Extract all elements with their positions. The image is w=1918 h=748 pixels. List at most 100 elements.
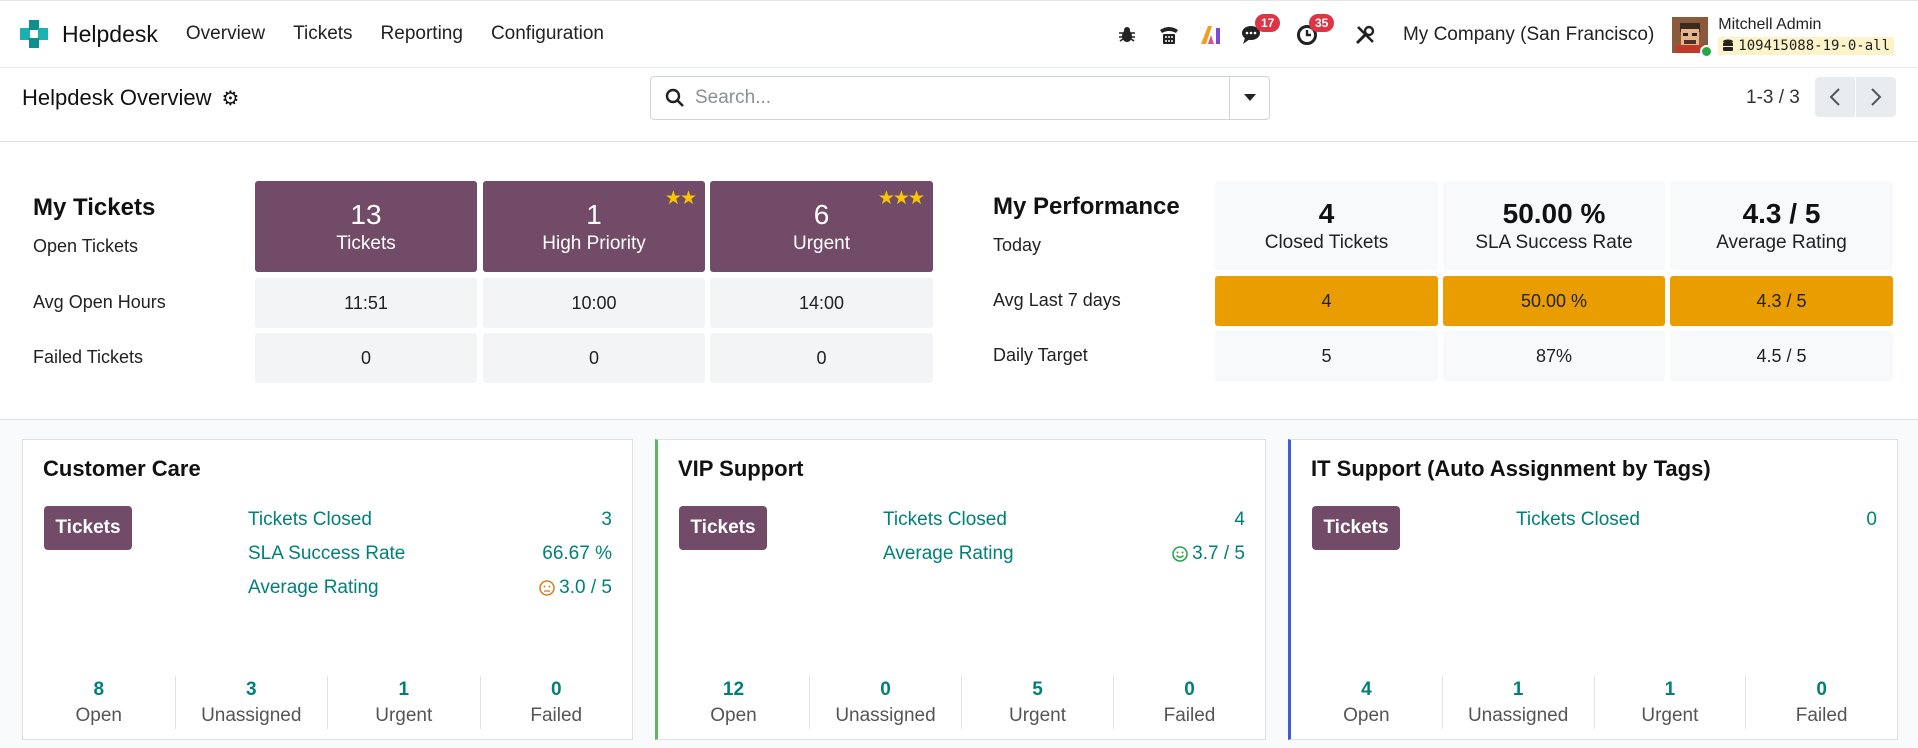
database-icon <box>1723 39 1734 51</box>
pager-next-button[interactable] <box>1856 77 1896 117</box>
metric-label-tickets-closed[interactable]: Tickets Closed <box>248 509 372 530</box>
metric-label-tickets-closed[interactable]: Tickets Closed <box>883 509 1007 530</box>
app-brand[interactable]: Helpdesk <box>18 18 158 50</box>
team-name[interactable]: VIP Support <box>678 456 804 481</box>
menu-item-tickets[interactable]: Tickets <box>293 23 353 44</box>
metric-label-tickets-closed[interactable]: Tickets Closed <box>1516 509 1640 530</box>
tickets-button[interactable]: Tickets <box>1312 506 1400 550</box>
stat-open[interactable]: 8 Open <box>23 676 176 729</box>
tickets-button[interactable]: Tickets <box>679 506 767 550</box>
stat-num: 8 <box>93 678 105 700</box>
my-tickets-high-priority-card[interactable]: ★★ 1 High Priority <box>483 181 705 272</box>
chevron-left-icon <box>1829 88 1840 106</box>
failed-urgent[interactable]: 0 <box>710 333 933 383</box>
gear-icon[interactable]: ⚙ <box>221 87 240 110</box>
target-average-rating[interactable]: 4.5 / 5 <box>1670 331 1893 381</box>
average-rating-value: 4.3 / 5 <box>1742 197 1821 229</box>
stat-open[interactable]: 4 Open <box>1291 676 1443 729</box>
user-avatar[interactable] <box>1672 17 1714 58</box>
stat-urgent[interactable]: 1 Urgent <box>1595 676 1747 729</box>
stat-label: Unassigned <box>1467 704 1569 726</box>
stat-failed[interactable]: 0 Failed <box>1114 676 1265 729</box>
metric-value-average-rating[interactable]: 3.7 / 5 <box>1172 543 1245 565</box>
tools-icon[interactable] <box>1353 23 1377 47</box>
user-name: Mitchell Admin <box>1718 15 1822 33</box>
stats-section: My Tickets Open Tickets Avg Open Hours F… <box>0 142 1918 420</box>
high-priority-count: 1 <box>586 198 602 230</box>
tickets-count: 13 <box>350 198 382 230</box>
stat-urgent[interactable]: 5 Urgent <box>962 676 1114 729</box>
page-title-text: Helpdesk Overview <box>22 85 212 110</box>
ai-icon[interactable] <box>1199 23 1223 47</box>
messages-icon[interactable]: 17 <box>1241 14 1281 47</box>
avg7-sla-success[interactable]: 50.00 % <box>1443 276 1665 326</box>
metric-label-average-rating[interactable]: Average Rating <box>248 577 379 598</box>
pager-previous-button[interactable] <box>1815 77 1855 117</box>
metric-label-sla-success[interactable]: SLA Success Rate <box>248 543 406 564</box>
stat-label: Urgent <box>1008 704 1067 726</box>
happy-face-icon <box>1172 546 1188 562</box>
activity-clock-icon[interactable]: 35 <box>1295 14 1335 47</box>
stat-label: Failed <box>530 704 583 726</box>
avg-hours-high-priority[interactable]: 10:00 <box>483 278 705 328</box>
search-icon <box>665 88 684 107</box>
messages-badge: 17 <box>1254 14 1281 32</box>
target-closed-tickets[interactable]: 5 <box>1215 331 1438 381</box>
closed-tickets-value: 4 <box>1318 197 1335 229</box>
my-tickets-urgent-card[interactable]: ★★★ 6 Urgent <box>710 181 933 272</box>
sla-success-label: SLA Success Rate <box>1475 231 1633 253</box>
metric-value-average-rating[interactable]: 3.0 / 5 <box>539 577 612 599</box>
avg-hours-urgent[interactable]: 14:00 <box>710 278 933 328</box>
menu-item-configuration[interactable]: Configuration <box>490 23 604 44</box>
average-rating-label: Average Rating <box>1716 231 1847 253</box>
pager-value[interactable]: 1-3 / 3 <box>1746 87 1800 108</box>
sla-success-card[interactable]: 50.00 % SLA Success Rate <box>1443 181 1665 270</box>
menu-item-reporting[interactable]: Reporting <box>380 23 463 44</box>
metric-value-tickets-closed[interactable]: 3 <box>601 509 612 530</box>
urgent-count: 6 <box>813 198 830 230</box>
helpdesk-logo-icon <box>20 20 48 48</box>
team-name[interactable]: IT Support (Auto Assignment by Tags) <box>1311 456 1711 481</box>
systray: 17 35 My Company (San Francisco) Mitchel… <box>1097 1 1918 69</box>
avg7-closed-tickets[interactable]: 4 <box>1215 276 1438 326</box>
avg-last-7-days-label: Avg Last 7 days <box>993 290 1121 310</box>
avg7-average-rating[interactable]: 4.3 / 5 <box>1670 276 1893 326</box>
team-name[interactable]: Customer Care <box>43 456 201 481</box>
metric-value-tickets-closed[interactable]: 4 <box>1234 509 1245 530</box>
stat-unassigned[interactable]: 0 Unassigned <box>810 676 962 729</box>
page-title: Helpdesk Overview ⚙ <box>22 85 239 111</box>
urgent-stars-icon: ★★★ <box>877 188 925 209</box>
stat-failed[interactable]: 0 Failed <box>1746 676 1897 729</box>
stat-open[interactable]: 12 Open <box>658 676 810 729</box>
stat-unassigned[interactable]: 1 Unassigned <box>1443 676 1595 729</box>
search-bar <box>650 76 1270 120</box>
metric-label-average-rating[interactable]: Average Rating <box>883 543 1014 564</box>
stat-failed[interactable]: 0 Failed <box>481 676 633 729</box>
failed-high-priority[interactable]: 0 <box>483 333 705 383</box>
stat-unassigned[interactable]: 3 Unassigned <box>176 676 328 729</box>
average-rating-card[interactable]: 4.3 / 5 Average Rating <box>1670 181 1893 270</box>
target-sla-success[interactable]: 87% <box>1443 331 1665 381</box>
search-input[interactable] <box>695 87 1215 109</box>
closed-tickets-card[interactable]: 4 Closed Tickets <box>1215 181 1438 270</box>
main-menu: Overview Tickets Reporting Configuration <box>186 23 632 45</box>
daily-target-label: Daily Target <box>993 345 1088 365</box>
chevron-right-icon <box>1871 88 1882 106</box>
tickets-button[interactable]: Tickets <box>44 506 132 550</box>
menu-item-overview[interactable]: Overview <box>185 23 266 44</box>
failed-tickets[interactable]: 0 <box>255 333 477 383</box>
open-tickets-label: Open Tickets <box>33 236 139 256</box>
bug-icon[interactable] <box>1115 23 1139 47</box>
phone-icon[interactable] <box>1157 23 1181 47</box>
stat-urgent[interactable]: 1 Urgent <box>328 676 481 729</box>
stat-num: 5 <box>1032 678 1043 700</box>
metric-value-tickets-closed[interactable]: 0 <box>1866 509 1877 530</box>
user-menu[interactable]: Mitchell Admin 109415088-19-0-all <box>1718 16 1894 55</box>
avg-hours-tickets[interactable]: 11:51 <box>255 278 477 328</box>
metric-value-sla-success[interactable]: 66.67 % <box>542 543 612 564</box>
company-switcher[interactable]: My Company (San Francisco) <box>1402 24 1655 45</box>
search-options-toggle[interactable] <box>1229 77 1269 119</box>
my-tickets-total-card[interactable]: 13 Tickets <box>255 181 477 272</box>
stat-num: 1 <box>398 678 410 700</box>
team-footer-stats: 12 Open 0 Unassigned 5 Urgent 0 Failed <box>658 664 1265 739</box>
